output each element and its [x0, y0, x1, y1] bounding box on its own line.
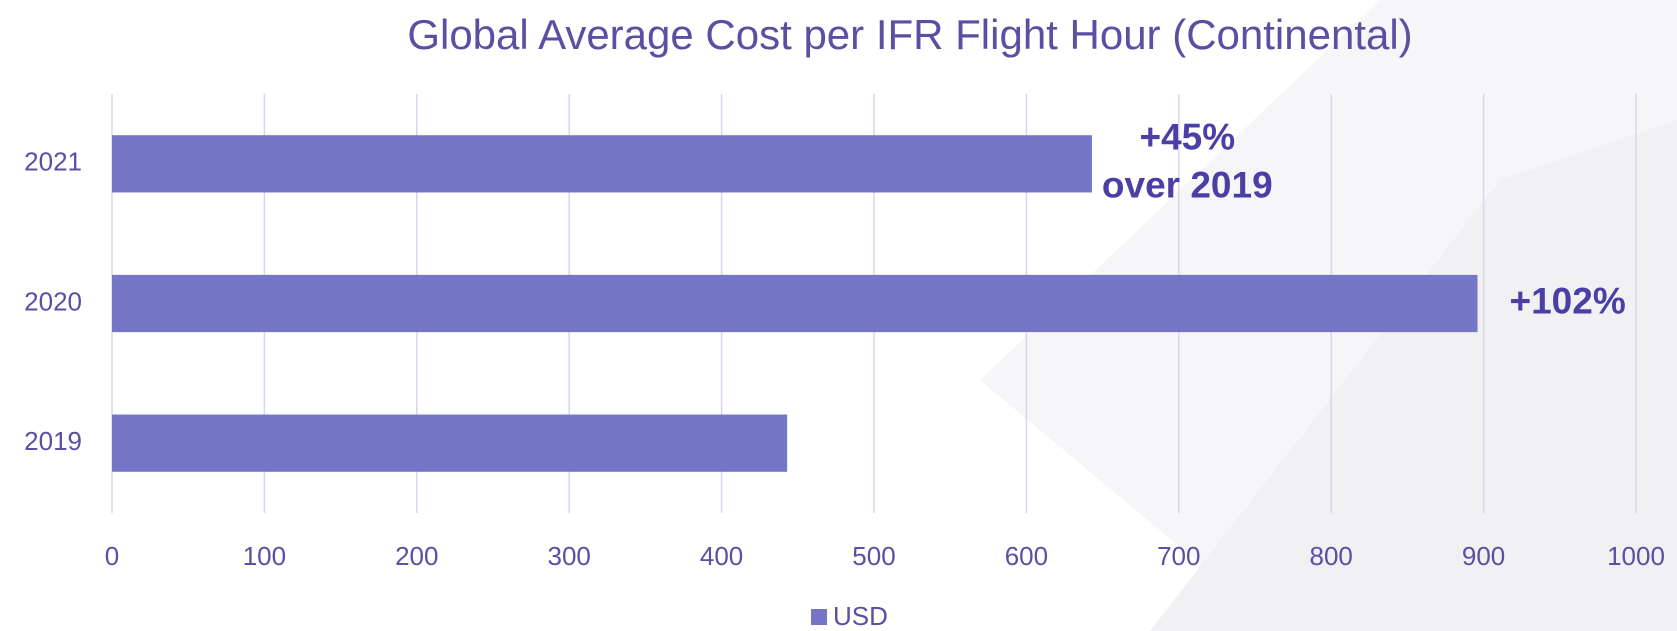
x-tick-label: 1000: [1607, 541, 1665, 571]
background-shape: [1150, 120, 1677, 631]
chart-title: Global Average Cost per IFR Flight Hour …: [407, 11, 1412, 58]
x-tick-label: 600: [1005, 541, 1048, 571]
x-tick-label: 800: [1310, 541, 1353, 571]
legend: USD: [811, 601, 888, 631]
x-tick-label: 500: [852, 541, 895, 571]
x-tick-label: 900: [1462, 541, 1505, 571]
bar: [112, 414, 788, 472]
x-tick-label: 100: [243, 541, 286, 571]
bar: [112, 135, 1092, 193]
x-tick-label: 300: [548, 541, 591, 571]
x-tick-label: 700: [1157, 541, 1200, 571]
annotation-text: over 2019: [1102, 165, 1273, 206]
annotation-text: +45%: [1139, 117, 1235, 158]
y-tick-label: 2021: [24, 147, 82, 177]
bar: [112, 274, 1478, 333]
y-tick-label: 2020: [24, 286, 82, 316]
legend-label: USD: [833, 601, 888, 631]
x-tick-label: 0: [105, 541, 119, 571]
x-tick-label: 400: [700, 541, 743, 571]
annotation: +45% over 2019: [1102, 117, 1273, 206]
y-tick-label: 2019: [24, 426, 82, 456]
annotation: +102%: [1510, 280, 1626, 321]
annotation-text: +102%: [1510, 280, 1626, 321]
x-tick-label: 200: [395, 541, 438, 571]
legend-swatch: [811, 609, 827, 625]
